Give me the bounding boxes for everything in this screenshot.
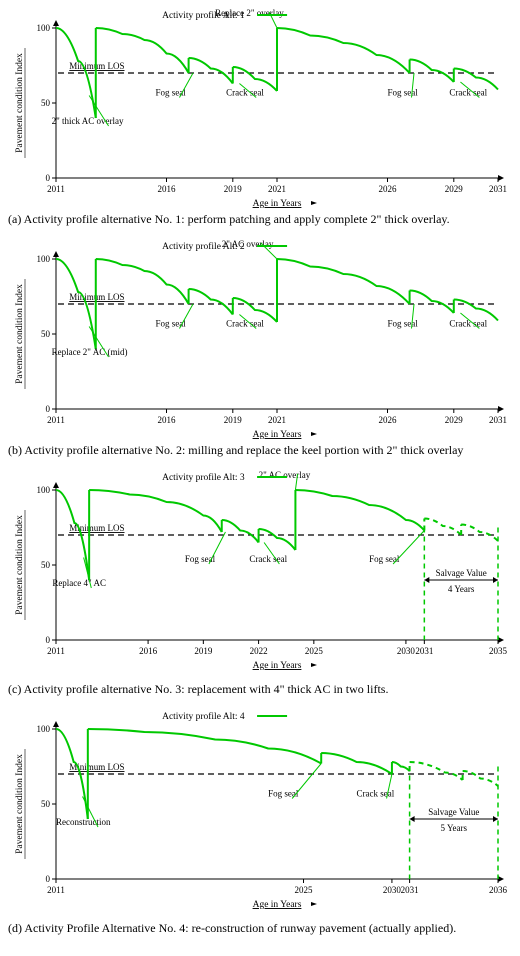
caption-2: (b) Activity profile alternative No. 2: … [8,443,508,458]
svg-text:Replace 4" AC: Replace 4" AC [52,578,106,588]
svg-text:2030: 2030 [383,885,402,895]
chart-svg-4: 05010020112025203020312036Minimum LOSSal… [8,709,508,917]
svg-text:50: 50 [41,560,51,570]
svg-text:100: 100 [37,485,51,495]
svg-text:2" thick AC overlay: 2" thick AC overlay [52,116,124,126]
svg-text:Fog seal: Fog seal [155,88,186,98]
svg-text:0: 0 [46,404,51,414]
svg-text:2011: 2011 [47,885,65,895]
chart-svg-2: 0 50 100 2011 2016 2019 2021 2026 2029 2031 Minimu… [8,239,508,439]
chart-svg-3: 05010020112016201920222025203020312035Mi… [8,470,508,678]
svg-text:Activity profile Alt: 1: Activity profile Alt: 1 [162,10,245,21]
svg-text:Pavement condition Index: Pavement condition Index [15,515,25,615]
svg-text:2021: 2021 [268,184,286,194]
svg-text:2031: 2031 [489,184,507,194]
svg-text:2021: 2021 [268,415,286,425]
svg-text:2011: 2011 [47,415,65,425]
svg-text:2036: 2036 [489,885,508,895]
svg-text:2031: 2031 [415,646,433,656]
svg-text:Salvage Value: Salvage Value [436,568,487,578]
svg-text:Minimum LOS: Minimum LOS [69,292,124,302]
svg-text:2030: 2030 [397,646,416,656]
svg-text:Activity profile Alt: 2: Activity profile Alt: 2 [162,241,245,252]
svg-text:2025: 2025 [305,646,324,656]
svg-text:Fog seal: Fog seal [369,554,400,564]
svg-text:Crack seal: Crack seal [357,789,395,799]
svg-text:Age in Years: Age in Years [253,199,302,208]
svg-text:100: 100 [37,724,51,734]
svg-text:Fog seal: Fog seal [268,789,299,799]
svg-text:2026: 2026 [379,184,398,194]
svg-text:Pavement condition Index: Pavement condition Index [15,53,25,153]
svg-text:0: 0 [46,635,51,645]
panel-3: 05010020112016201920222025203020312035Mi… [8,470,508,697]
svg-text:2016: 2016 [158,184,177,194]
svg-text:0: 0 [46,874,51,884]
svg-text:Activity profile Alt: 3: Activity profile Alt: 3 [162,472,245,483]
svg-text:2" AC overlay: 2" AC overlay [259,470,311,480]
svg-text:4 Years: 4 Years [448,584,475,594]
svg-text:Fog seal: Fog seal [388,88,419,98]
svg-text:2029: 2029 [445,184,464,194]
svg-text:Fog seal: Fog seal [155,319,186,329]
svg-text:Minimum LOS: Minimum LOS [69,61,124,71]
svg-text:Age in Years: Age in Years [253,661,302,671]
panel-2: 0 50 100 2011 2016 2019 2021 2026 2029 2031 Minimu… [8,239,508,458]
svg-text:2031: 2031 [489,415,507,425]
svg-text:Age in Years: Age in Years [253,430,302,439]
svg-text:2035: 2035 [489,646,508,656]
svg-text:Activity profile Alt: 4: Activity profile Alt: 4 [162,711,245,722]
svg-text:50: 50 [41,329,51,339]
chart-svg-1: 0 50 100 2011 2016 2019 2021 2026 2029 2031 Minimu… [8,8,508,208]
svg-text:5 Years: 5 Years [441,823,468,833]
svg-text:0: 0 [46,173,51,183]
svg-text:2029: 2029 [445,415,464,425]
svg-text:Age in Years: Age in Years [253,900,302,910]
panel-1: 0 50 100 2011 2016 2019 2021 2026 2029 2031 Minimu… [8,8,508,227]
svg-text:2025: 2025 [295,885,314,895]
panel-4: 05010020112025203020312036Minimum LOSSal… [8,709,508,936]
svg-text:100: 100 [37,254,51,264]
svg-text:100: 100 [37,23,51,33]
svg-text:2011: 2011 [47,646,65,656]
svg-text:2019: 2019 [224,415,243,425]
svg-text:2011: 2011 [47,184,65,194]
svg-text:2026: 2026 [379,415,398,425]
svg-text:2019: 2019 [194,646,213,656]
svg-text:Reconstruction: Reconstruction [56,817,111,827]
svg-text:50: 50 [41,799,51,809]
svg-text:Crack seal: Crack seal [249,554,287,564]
svg-text:Replace 2" AC (mid): Replace 2" AC (mid) [52,347,128,357]
caption-4: (d) Activity Profile Alternative No. 4: … [8,921,508,936]
svg-text:50: 50 [41,98,51,108]
svg-text:2019: 2019 [224,184,243,194]
svg-text:Pavement condition Index: Pavement condition Index [15,284,25,384]
svg-text:Fog seal: Fog seal [388,319,419,329]
svg-text:2031: 2031 [401,885,419,895]
svg-text:2016: 2016 [139,646,158,656]
svg-text:2016: 2016 [158,415,177,425]
caption-1: (a) Activity profile alternative No. 1: … [8,212,508,227]
svg-text:Salvage Value: Salvage Value [428,807,479,817]
svg-text:2022: 2022 [250,646,268,656]
caption-3: (c) Activity profile alternative No. 3: … [8,682,508,697]
svg-text:Pavement condition Index: Pavement condition Index [15,754,25,854]
